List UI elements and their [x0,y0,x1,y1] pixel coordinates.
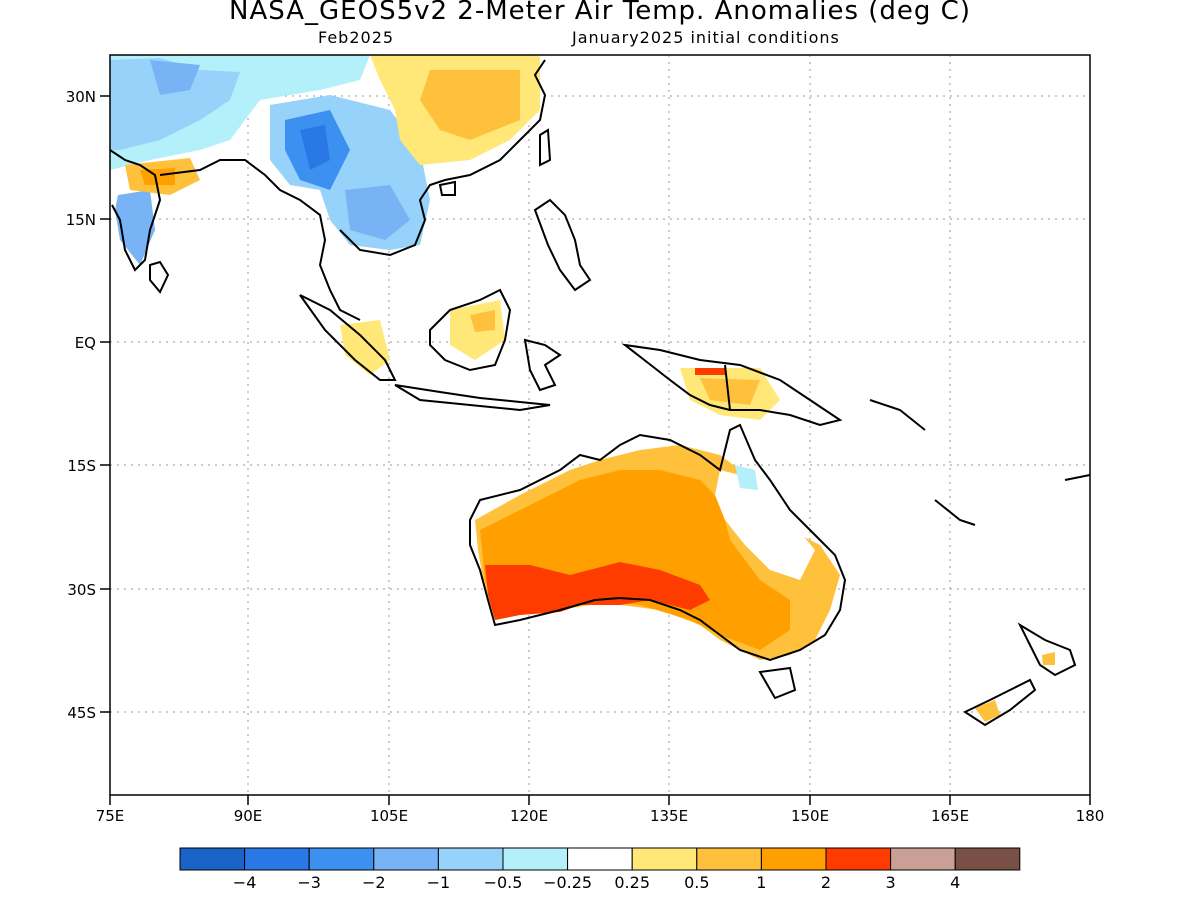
lat-label-15n: 15N [66,211,96,229]
coast-sulawesi [523,338,562,392]
colorbar: −4 −3 −2 −1 −0.5 −0.25 0.25 0.5 1 2 3 4 [179,847,1021,892]
colorbar-label: 2 [821,873,831,892]
lon-label-105e: 105E [370,807,408,825]
colorbar-swatch [696,847,762,871]
lon-label-120e: 120E [510,807,548,825]
colorbar-swatch [567,847,633,871]
colorbar-label: 0.25 [614,873,650,892]
colorbar-label: −1 [427,873,451,892]
coast-java [394,384,551,412]
shade-borneo-warm-core [470,310,495,332]
lat-label-30s: 30S [67,581,96,599]
colorbar-label: −4 [233,873,257,892]
shade-myanmar-colder [300,125,330,170]
coast-sri-lanka [149,260,170,294]
coast-australia [469,423,847,662]
lon-labels: 75E 90E 105E 120E 135E 150E 165E 180 [96,807,1105,825]
coast-nz-north [1017,622,1077,677]
coast-new-guinea [621,343,843,427]
colorbar-label: −2 [362,873,386,892]
coast-fiji [1064,474,1090,481]
border-png [724,364,731,411]
chart-title: NASA_GEOS5v2 2-Meter Air Temp. Anomalies… [229,0,971,26]
shade-cape-york-cool [735,465,758,490]
axis-ticks [100,95,1091,805]
colorbar-label: 4 [950,873,960,892]
lon-label-180: 180 [1076,807,1105,825]
shade-nz-north-warm [1042,652,1055,665]
coast-indochina-china [339,59,547,257]
shade-north-india-cold [150,60,200,95]
init-conditions-label: January2025 initial conditions [572,28,840,47]
colorbar-label: 3 [886,873,896,892]
shade-sumatra-warm [340,320,390,375]
colorbar-swatch [244,847,310,871]
colorbar-swatch [437,847,504,871]
coast-sumatra [299,294,397,381]
shade-thailand-cold [345,185,410,240]
colorbar-swatch [890,847,956,871]
colorbar-label: −0.25 [543,873,592,892]
shade-new-guinea-hot [695,368,725,375]
colorbar-swatch [954,847,1021,871]
lon-label-75e: 75E [96,807,125,825]
shade-china-warm [420,70,520,140]
coast-borneo [429,288,512,372]
colorbar-swatch [760,847,827,871]
lon-label-165e: 165E [931,807,969,825]
colorbar-swatch [502,847,569,871]
lat-label-15s: 15S [67,457,96,475]
colorbar-swatch [373,847,439,871]
coast-myanmar-malaya [159,159,361,321]
shade-new-guinea-warm [700,378,760,405]
coast-solomon [869,399,926,431]
colorbar-label: 0.5 [684,873,709,892]
lat-label-eq: EQ [75,334,96,352]
colorbar-swatch [308,847,375,871]
lon-label-135e: 135E [650,807,688,825]
shade-nz-south-warm [975,700,1000,722]
forecast-month-label: Feb2025 [318,28,395,47]
colorbar-label: 1 [756,873,766,892]
shade-india-warm-core [140,168,175,185]
plot-area [110,55,1090,795]
lat-label-45s: 45S [67,704,96,722]
coast-new-caledonia [934,499,976,526]
plot-frame [109,54,1091,796]
shade-queensland-neutral [715,470,815,580]
shade-australia-hot [485,562,710,620]
coast-philippines [533,198,592,292]
colorbar-label: −0.5 [484,873,523,892]
coast-tasmania [758,666,797,700]
colorbar-swatch [825,847,892,871]
coast-hainan [438,180,456,196]
colorbar-label: −3 [297,873,321,892]
lon-label-90e: 90E [234,807,263,825]
lat-labels: 30N 15N EQ 15S 30S 45S [66,88,96,722]
coast-nz-south [962,678,1037,727]
lon-label-150e: 150E [791,807,829,825]
lat-label-30n: 30N [66,88,96,106]
shade-south-asia-cool [110,58,240,150]
coast-india [110,149,162,272]
coast-taiwan [539,128,552,167]
colorbar-swatch [179,847,246,871]
colorbar-swatch [631,847,698,871]
anomaly-shading [110,55,1055,722]
coastlines [110,59,1090,727]
